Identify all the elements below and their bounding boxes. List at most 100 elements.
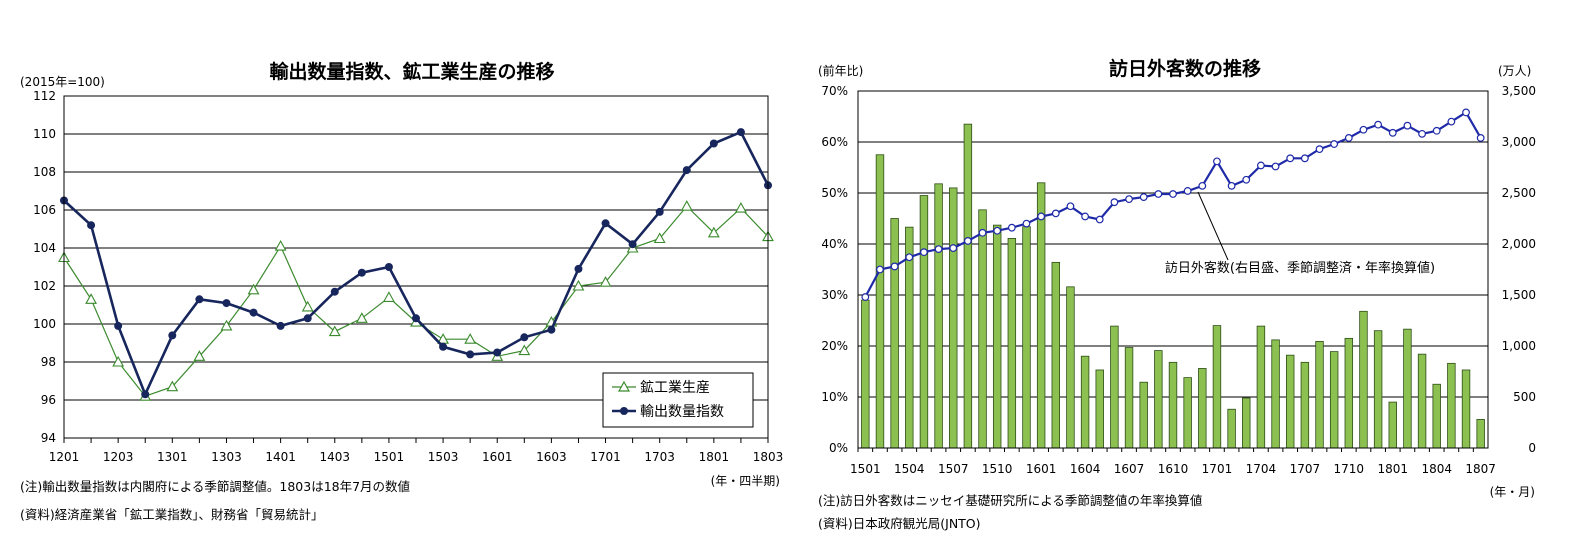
bar [1036,182,1046,449]
x-tick-label: 1603 [536,450,567,464]
y-right-tick-label: 500 [1513,390,1536,404]
y-tick-label: 98 [41,355,56,369]
line-point [1359,125,1368,134]
bar [919,195,929,449]
x-tick-label: 1203 [103,450,134,464]
data-point [222,299,231,308]
y-left-tick-label: 70% [821,84,848,98]
x-tick-label: 1401 [265,450,296,464]
x-tick-label: 1707 [1290,462,1321,476]
bar [963,123,973,449]
x-tick-label: 1503 [428,450,459,464]
line-point [1139,193,1148,201]
left-x-unit: (年・四半期) [711,474,780,488]
y-right-tick-label: 3,000 [1502,135,1536,149]
bar [1461,369,1471,449]
y-tick-label: 108 [33,165,56,179]
x-tick-label: 1703 [644,450,675,464]
line-point [978,228,987,237]
data-point [355,312,368,323]
line-point [1213,157,1221,166]
line-point [1095,215,1104,224]
triangle-marker-icon [617,380,631,392]
line-point [890,262,899,271]
annotation-leader-line [1197,191,1229,261]
right-note-1: (注)訪日外客数はニッセイ基礎研究所による季節調整値の年率換算値 [818,493,1202,508]
right-chart: 訪日外客数の推移 (前年比) (万人) 0% 10% 20% 30% 40% 50% 60%… [818,57,1536,531]
data-point [247,283,260,295]
bar [1476,419,1485,449]
line-point [1388,128,1397,137]
right-x-unit: (年・月) [1490,485,1535,499]
line-point [1125,195,1133,204]
y-left-tick-label: 30% [821,288,848,302]
data-point [276,321,285,330]
data-point [330,287,339,296]
bar [1242,397,1251,449]
line-point [1066,202,1075,211]
y-tick-label: 96 [41,393,56,407]
bar [1198,368,1207,449]
bar [992,224,1002,449]
right-chart-title: 訪日外客数の推移 [1109,57,1261,80]
bar [1432,383,1441,449]
bar [1154,350,1163,449]
y-tick-label: 112 [33,89,56,103]
y-left-tick-label: 0% [829,441,848,455]
line-point [1169,190,1177,198]
legend-label-production: 鉱工業生産 [640,379,710,396]
bar [1095,369,1104,449]
bar [1183,377,1192,449]
left-note-1: (注)輸出数量指数は内閣府による季節調整値。1803は18年7月の数値 [20,479,410,494]
bar [1373,330,1383,449]
left-note-2: (資料)経済産業省「鉱工業指数」、財務省「貿易統計」 [20,507,324,522]
data-point [734,201,747,213]
legend-box [602,372,754,428]
data-point [412,314,420,323]
data-point [168,331,177,340]
bar [1051,261,1061,449]
line-point [1081,212,1089,221]
x-tick-label: 1701 [1202,462,1233,476]
line-point [1315,145,1324,154]
bar [1447,362,1456,449]
data-point [680,200,693,211]
x-tick-label: 1804 [1421,462,1452,476]
data-point [707,226,720,238]
y-right-tick-label: 1,000 [1502,339,1536,353]
line-point [1300,154,1309,163]
x-tick-label: 1303 [211,450,242,464]
data-point [518,344,531,356]
data-point [112,355,125,367]
circle-marker-icon [620,407,628,415]
bar [1066,286,1075,449]
x-tick-label: 1601 [1026,462,1057,476]
line-point [1418,129,1426,138]
data-point [655,207,664,216]
right-note-2: (資料)日本政府観光局(JNTO) [818,516,981,531]
x-tick-label: 1801 [1377,462,1408,476]
x-tick-label: 1504 [894,462,925,476]
line-point [861,293,870,301]
bar [1080,355,1090,449]
y-left-tick-label: 50% [821,186,848,200]
x-tick-label: 1301 [157,450,188,464]
y-tick-label: 100 [33,317,56,331]
x-tick-label: 1801 [699,450,730,464]
bar [1300,361,1310,449]
bar [1286,354,1295,449]
line-point [1257,161,1265,170]
line-point [1403,121,1412,130]
data-point [439,342,448,351]
bar [875,154,885,449]
bar [890,218,899,449]
bar [978,209,987,449]
bar [1315,341,1324,449]
bar [1139,381,1148,449]
data-point [682,166,691,175]
y-right-tick-label: 2,500 [1502,186,1536,200]
data-point [141,390,150,399]
left-plot-frame [63,95,769,439]
data-point [653,232,666,244]
